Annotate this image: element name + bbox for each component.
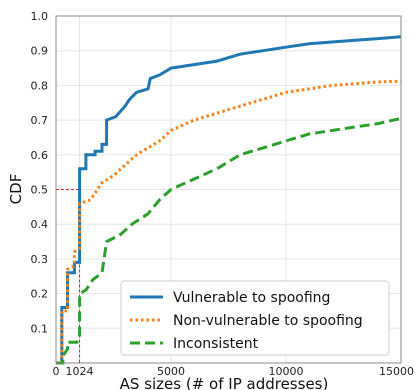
x-tick-label-2: 5000 (157, 365, 185, 378)
y-tick-label-4: 0.5 (31, 184, 49, 197)
legend-label-3: Inconsistent (173, 336, 259, 352)
y-tick-label-9: 1.0 (31, 10, 49, 23)
x-axis-label: AS sizes (# of IP addresses) (120, 375, 329, 390)
y-tick-label-1: 0.2 (31, 288, 49, 301)
y-axis-label: CDF (7, 174, 25, 205)
y-tick-label-2: 0.3 (31, 253, 49, 266)
x-tick-label-0: 0 (53, 365, 60, 378)
reference-lines (56, 189, 81, 363)
series-group (56, 35, 402, 365)
y-tick-labels: 0.1 0.2 0.3 0.4 0.5 0.6 0.7 0.8 0.9 1.0 (31, 10, 49, 335)
y-tick-label-7: 0.8 (31, 79, 49, 92)
plot-frame (55, 15, 402, 364)
y-tick-label-6: 0.7 (31, 114, 49, 127)
series-line-3 (56, 116, 402, 365)
legend: Vulnerable to spoofing Non-vulnerable to … (120, 280, 390, 356)
series-line-1 (56, 35, 402, 365)
y-tick-label-3: 0.4 (31, 218, 49, 231)
x-tick-labels: 0 1024 5000 10000 15000 (53, 365, 415, 378)
legend-box (120, 280, 390, 356)
legend-label-1: Vulnerable to spoofing (173, 290, 330, 306)
y-tick-label-0: 0.1 (31, 322, 49, 335)
legend-label-2: Non-vulnerable to spoofing (173, 313, 363, 329)
x-tick-label-1: 1024 (66, 365, 94, 378)
y-tick-label-8: 0.9 (31, 45, 49, 58)
y-tick-label-5: 0.6 (31, 149, 49, 162)
x-tick-label-3: 10000 (269, 365, 304, 378)
x-tick-label-4: 15000 (379, 365, 414, 378)
series-line-2 (56, 79, 402, 365)
